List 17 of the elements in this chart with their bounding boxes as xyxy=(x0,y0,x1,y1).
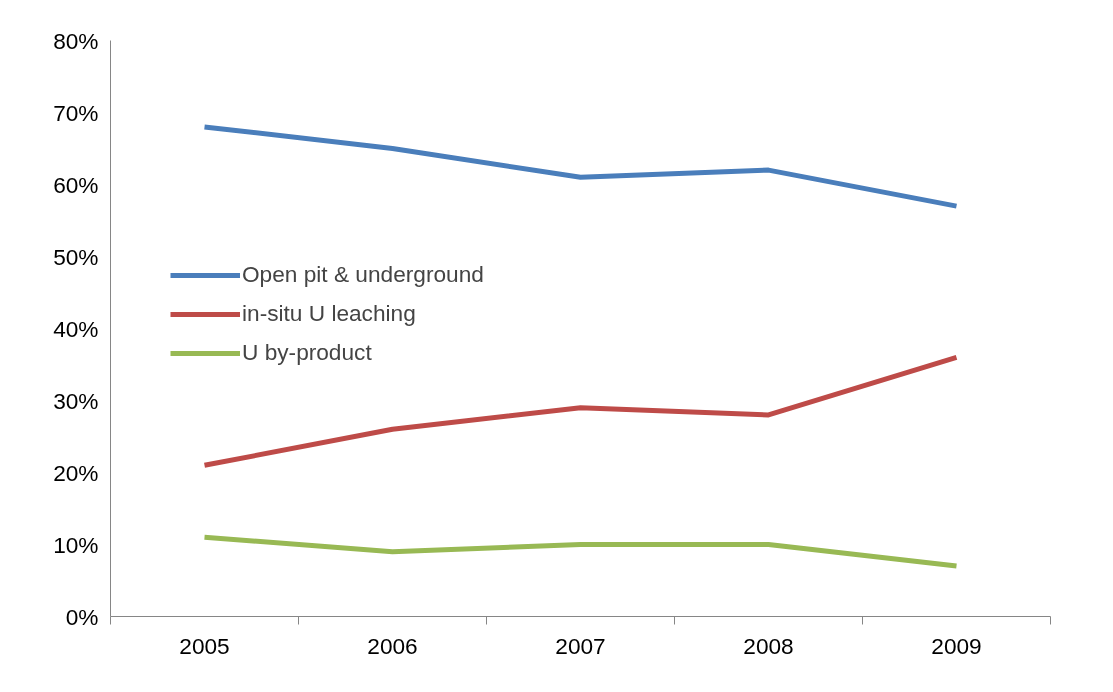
x-tick-label: 2009 xyxy=(931,632,982,659)
x-tick-label: 2005 xyxy=(179,632,230,659)
y-tick-label: 0% xyxy=(65,603,99,630)
y-tick-label: 60% xyxy=(53,171,99,198)
y-tick-label: 50% xyxy=(53,243,99,270)
y-tick-label: 20% xyxy=(53,459,99,486)
x-tick-label: 2007 xyxy=(555,632,606,659)
y-tick-label: 10% xyxy=(53,531,99,558)
y-tick-label: 30% xyxy=(53,387,99,414)
y-tick-label: 70% xyxy=(53,99,99,126)
legend-label: U by-product xyxy=(242,339,372,366)
y-tick-label: 40% xyxy=(53,315,99,342)
x-tick-label: 2006 xyxy=(367,632,418,659)
y-tick-label: 80% xyxy=(53,27,99,54)
legend-label: Open pit & underground xyxy=(242,261,484,288)
x-tick-label: 2008 xyxy=(743,632,794,659)
legend-label: in-situ U leaching xyxy=(242,300,416,327)
